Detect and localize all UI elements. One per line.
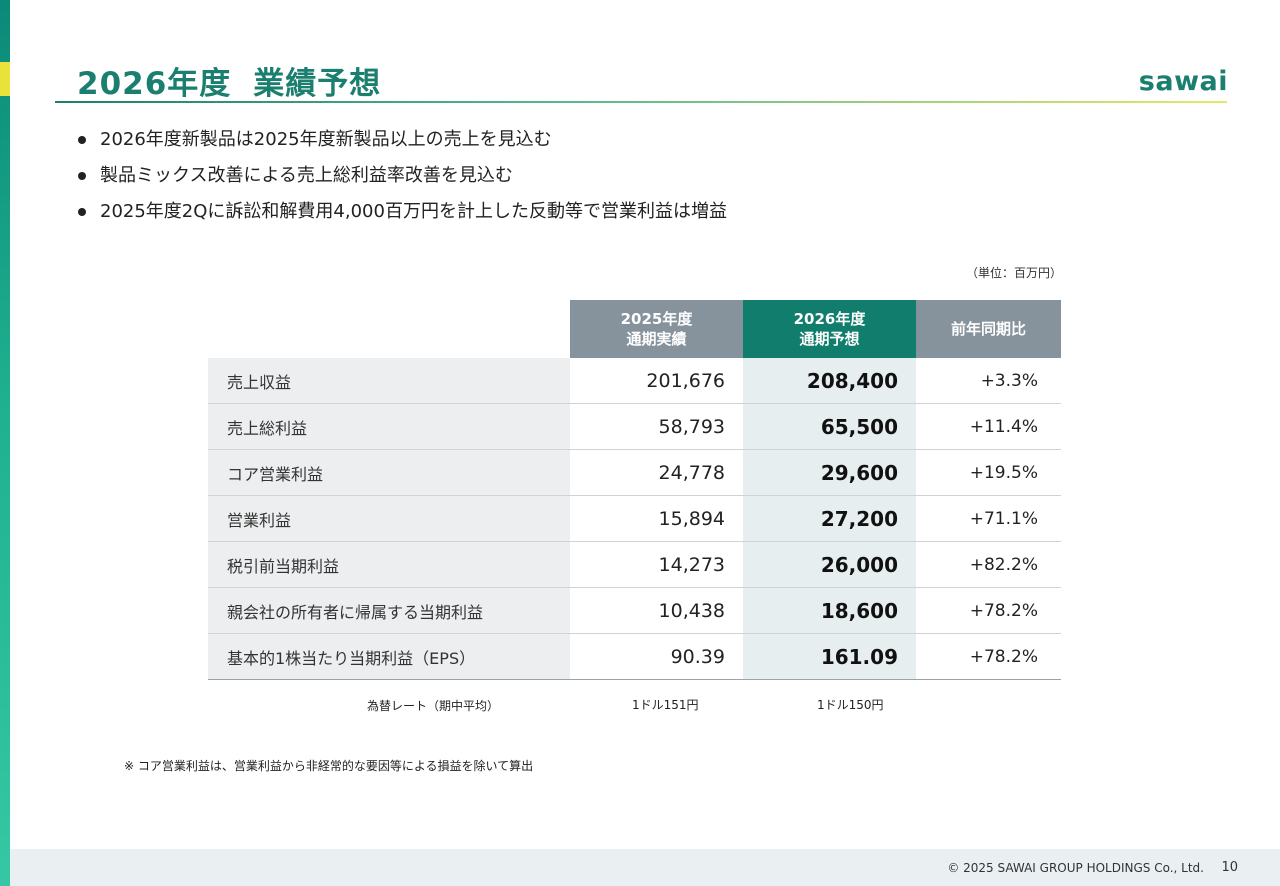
header-2025-actual: 2025年度 通期実績 bbox=[570, 300, 743, 358]
table-row: コア営業利益 24,778 29,600 +19.5% bbox=[208, 449, 1061, 496]
table-row: 親会社の所有者に帰属する当期利益 10,438 18,600 +78.2% bbox=[208, 587, 1061, 634]
table-row: 営業利益 15,894 27,200 +71.1% bbox=[208, 495, 1061, 542]
row-label: 税引前当期利益 bbox=[208, 541, 570, 588]
forecast-2026-value: 29,600 bbox=[743, 449, 916, 496]
slide-title: 2026年度 業績予想 bbox=[77, 58, 381, 103]
forecast-2026-value: 27,200 bbox=[743, 495, 916, 542]
bullet-list: 2026年度新製品は2025年度新製品以上の売上を見込む 製品ミックス改善による… bbox=[78, 126, 727, 234]
forecast-2026-value: 208,400 bbox=[743, 358, 916, 404]
yoy-value: +11.4% bbox=[916, 403, 1061, 450]
bullet-text: 2025年度2Qに訴訟和解費用4,000百万円を計上した反動等で営業利益は増益 bbox=[100, 201, 727, 222]
fx-rate-label: 為替レート（期中平均） bbox=[367, 699, 500, 713]
row-label: 基本的1株当たり当期利益（EPS） bbox=[208, 633, 570, 680]
forecast-2026-value: 26,000 bbox=[743, 541, 916, 588]
table-header-row: 2025年度 通期実績 2026年度 通期予想 前年同期比 bbox=[208, 300, 1061, 358]
header-2026-forecast: 2026年度 通期予想 bbox=[743, 300, 916, 358]
title-divider bbox=[55, 101, 1227, 103]
left-accent-bar bbox=[0, 0, 10, 886]
actual-2025-value: 15,894 bbox=[570, 495, 743, 542]
row-label: 売上総利益 bbox=[208, 403, 570, 450]
title-text: 業績予想 bbox=[253, 66, 382, 102]
row-label: 営業利益 bbox=[208, 495, 570, 542]
table-row: 売上総利益 58,793 65,500 +11.4% bbox=[208, 403, 1061, 450]
yoy-value: +71.1% bbox=[916, 495, 1061, 542]
footer-band bbox=[10, 849, 1280, 886]
footnote: ※ コア営業利益は、営業利益から非経常的な要因等による損益を除いて算出 bbox=[124, 759, 534, 773]
row-label: コア営業利益 bbox=[208, 449, 570, 496]
bullet-dot-icon bbox=[78, 136, 86, 144]
header-yoy: 前年同期比 bbox=[916, 300, 1061, 358]
bullet-item: 製品ミックス改善による売上総利益率改善を見込む bbox=[78, 162, 727, 198]
row-label: 売上収益 bbox=[208, 358, 570, 404]
copyright-text: © 2025 SAWAI GROUP HOLDINGS Co., Ltd. bbox=[947, 861, 1204, 875]
bullet-dot-icon bbox=[78, 172, 86, 180]
yoy-value: +78.2% bbox=[916, 633, 1061, 680]
actual-2025-value: 201,676 bbox=[570, 358, 743, 404]
actual-2025-value: 58,793 bbox=[570, 403, 743, 450]
yoy-value: +78.2% bbox=[916, 587, 1061, 634]
forecast-2026-value: 18,600 bbox=[743, 587, 916, 634]
forecast-2026-value: 161.09 bbox=[743, 633, 916, 680]
fx-rate-2025: 1ドル151円 bbox=[632, 698, 699, 712]
actual-2025-value: 10,438 bbox=[570, 587, 743, 634]
left-accent-highlight bbox=[0, 62, 10, 96]
fx-rate-2026: 1ドル150円 bbox=[817, 698, 884, 712]
table-row: 基本的1株当たり当期利益（EPS） 90.39 161.09 +78.2% bbox=[208, 633, 1061, 680]
header-blank bbox=[208, 300, 570, 358]
bullet-item: 2026年度新製品は2025年度新製品以上の売上を見込む bbox=[78, 126, 727, 162]
page-number: 10 bbox=[1221, 860, 1238, 875]
company-logo: sawai bbox=[1138, 66, 1228, 97]
yoy-value: +3.3% bbox=[916, 358, 1061, 404]
bullet-text: 2026年度新製品は2025年度新製品以上の売上を見込む bbox=[100, 129, 552, 150]
forecast-2026-value: 65,500 bbox=[743, 403, 916, 450]
title-year: 2026年度 bbox=[77, 66, 232, 102]
yoy-value: +19.5% bbox=[916, 449, 1061, 496]
table-row: 売上収益 201,676 208,400 +3.3% bbox=[208, 358, 1061, 404]
bullet-dot-icon bbox=[78, 208, 86, 216]
actual-2025-value: 24,778 bbox=[570, 449, 743, 496]
actual-2025-value: 90.39 bbox=[570, 633, 743, 680]
yoy-value: +82.2% bbox=[916, 541, 1061, 588]
actual-2025-value: 14,273 bbox=[570, 541, 743, 588]
bullet-text: 製品ミックス改善による売上総利益率改善を見込む bbox=[100, 165, 513, 186]
row-label: 親会社の所有者に帰属する当期利益 bbox=[208, 587, 570, 634]
unit-label: （単位：百万円） bbox=[966, 266, 1063, 280]
table-row: 税引前当期利益 14,273 26,000 +82.2% bbox=[208, 541, 1061, 588]
bullet-item: 2025年度2Qに訴訟和解費用4,000百万円を計上した反動等で営業利益は増益 bbox=[78, 198, 727, 234]
forecast-table: 2025年度 通期実績 2026年度 通期予想 前年同期比 売上収益 201,676… bbox=[208, 300, 1061, 680]
